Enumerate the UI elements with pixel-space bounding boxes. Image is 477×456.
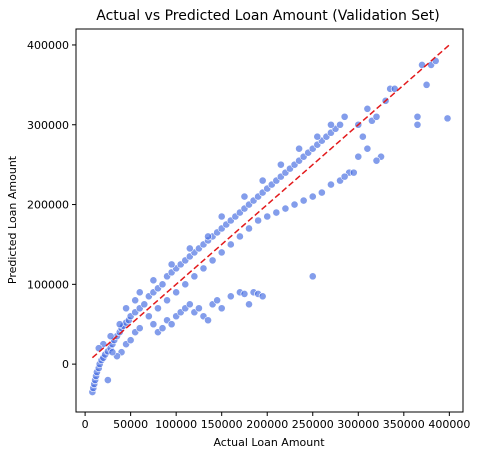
data-point [355,153,362,160]
data-point [373,113,380,120]
data-point [209,257,216,264]
data-point [295,145,302,152]
data-point [116,321,123,328]
data-point [423,81,430,88]
data-point [364,145,371,152]
data-point [327,181,334,188]
data-point [341,173,348,180]
y-axis-label: Predicted Loan Amount [6,155,19,284]
data-point [364,105,371,112]
data-point [259,293,266,300]
data-point [163,297,170,304]
data-point [350,169,357,176]
data-point [186,245,193,252]
data-point [200,265,207,272]
data-point [136,289,143,296]
data-point [227,241,234,248]
data-point [204,317,211,324]
data-point [218,305,225,312]
x-tick-label: 400000 [428,418,470,431]
data-point [291,201,298,208]
data-point [327,121,334,128]
data-point [309,273,316,280]
data-point [145,313,152,320]
x-tick-label: 50000 [113,418,148,431]
data-point [150,321,157,328]
x-tick-label: 350000 [383,418,425,431]
data-point [245,301,252,308]
data-point [255,217,262,224]
data-point [109,349,116,356]
x-tick-label: 100000 [155,418,197,431]
data-point [154,305,161,312]
data-point [414,113,421,120]
x-axis-label: Actual Loan Amount [213,436,325,449]
chart-title: Actual vs Predicted Loan Amount (Validat… [96,8,440,24]
data-point [309,193,316,200]
data-point [241,290,248,297]
y-tick-label: 0 [62,358,69,371]
data-point [191,273,198,280]
data-point [341,113,348,120]
y-tick-label: 300000 [27,119,69,132]
data-point [214,297,221,304]
x-axis: 0 50000 100000 150000 200000 250000 300000 3500… [82,412,471,431]
data-point [227,293,234,300]
data-point [373,157,380,164]
data-point [168,261,175,268]
data-point [204,233,211,240]
data-point [141,301,148,308]
x-tick-label: 0 [82,418,89,431]
data-point [414,121,421,128]
data-point [173,289,180,296]
data-point [245,225,252,232]
data-point [104,376,111,383]
data-point [150,277,157,284]
data-point [132,297,139,304]
data-point [314,133,321,140]
y-axis: 0 100000 200000 300000 400000 [27,39,76,371]
data-points [89,57,451,395]
data-point [136,325,143,332]
data-point [168,321,175,328]
plot-area [76,29,463,412]
data-point [318,189,325,196]
data-point [264,213,271,220]
data-point [159,325,166,332]
data-point [391,85,398,92]
x-tick-label: 200000 [246,418,288,431]
data-point [127,337,134,344]
data-point [122,305,129,312]
y-tick-label: 200000 [27,199,69,212]
data-point [159,281,166,288]
data-point [273,209,280,216]
data-point [444,115,451,122]
data-point [182,281,189,288]
data-point [236,233,243,240]
data-point [282,205,289,212]
data-point [186,301,193,308]
x-tick-label: 150000 [201,418,243,431]
data-point [336,121,343,128]
data-point [259,177,266,184]
data-point [218,213,225,220]
data-point [195,305,202,312]
data-point [300,197,307,204]
y-tick-label: 100000 [27,278,69,291]
y-tick-label: 400000 [27,39,69,52]
x-tick-label: 250000 [292,418,334,431]
data-point [218,249,225,256]
data-point [277,161,284,168]
data-point [359,133,366,140]
data-point [241,193,248,200]
x-tick-label: 300000 [337,418,379,431]
